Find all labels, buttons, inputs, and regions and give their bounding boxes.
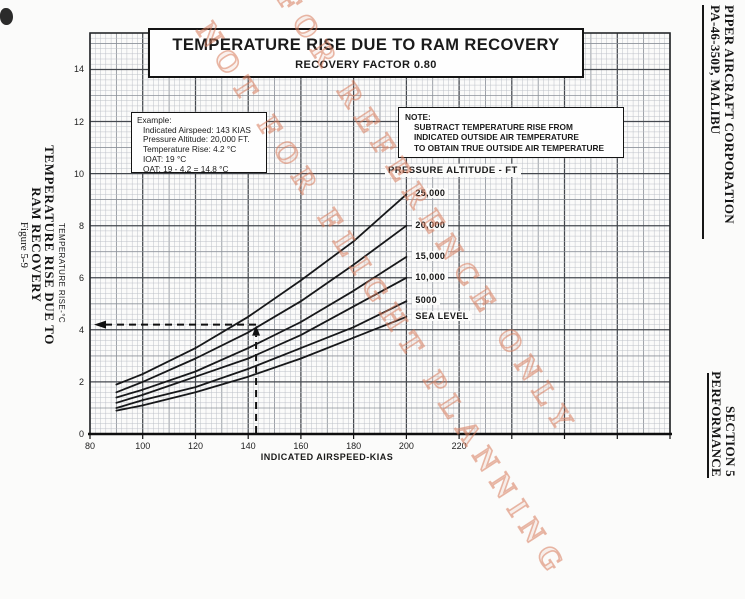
- example-heading: Example:: [137, 115, 172, 125]
- footer-rule: [707, 373, 709, 478]
- note-line: TO OBTAIN TRUE OUTSIDE AIR TEMPERATURE: [414, 142, 605, 153]
- note-line: INDICATED OUTSIDE AIR TEMPERATURE: [414, 132, 579, 143]
- example-line: IOAT: 19 °C: [143, 153, 187, 164]
- chart-title-box: TEMPERATURE RISE DUE TO RAM RECOVERY REC…: [148, 28, 584, 78]
- note-line: SUBTRACT TEMPERATURE RISE FROM: [414, 122, 573, 133]
- chart-title: TEMPERATURE RISE DUE TO RAM RECOVERY: [172, 36, 560, 54]
- chart-subtitle: RECOVERY FACTOR 0.80: [295, 59, 437, 71]
- header-rule: [702, 5, 704, 239]
- note-box: NOTE: SUBTRACT TEMPERATURE RISE FROM IND…: [398, 107, 624, 158]
- example-box: Example: Indicated Airspeed: 143 KIAS Pr…: [131, 112, 267, 173]
- example-line: OAT: 19 - 4.2 = 14.8 °C: [143, 163, 229, 174]
- scanned-manual-page: { "page": { "left_margin": { "line1": "T…: [0, 0, 738, 586]
- note-heading: NOTE:: [405, 112, 431, 122]
- example-line: Indicated Airspeed: 143 KIAS: [143, 124, 251, 135]
- ram-recovery-chart: [88, 32, 672, 439]
- example-line: Temperature Rise: 4.2 °C: [143, 144, 237, 155]
- example-line: Pressure Altitude: 20,000 FT.: [143, 134, 250, 145]
- scan-artifact-blob: [0, 8, 13, 25]
- y-axis-title: TEMPERATURE RISE-°C: [57, 223, 66, 323]
- x-axis-title: INDICATED AIRSPEED-KIAS: [260, 452, 394, 462]
- pressure-altitude-label: PRESSURE ALTITUDE - FT: [385, 164, 521, 177]
